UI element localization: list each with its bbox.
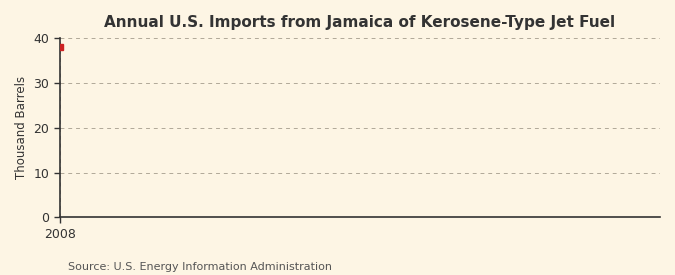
Title: Annual U.S. Imports from Jamaica of Kerosene-Type Jet Fuel: Annual U.S. Imports from Jamaica of Kero… bbox=[105, 15, 616, 30]
Y-axis label: Thousand Barrels: Thousand Barrels bbox=[15, 76, 28, 179]
Text: Source: U.S. Energy Information Administration: Source: U.S. Energy Information Administ… bbox=[68, 262, 331, 272]
